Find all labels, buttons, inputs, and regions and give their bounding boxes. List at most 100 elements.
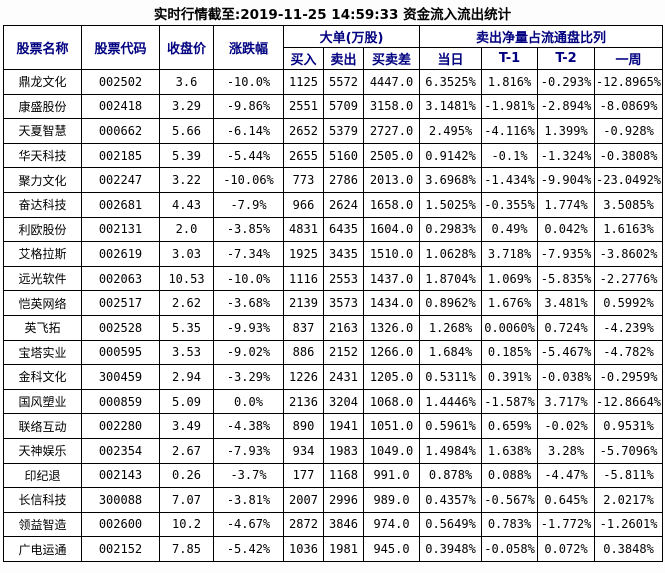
- day-ratio-cell: 1.5025%: [419, 191, 483, 218]
- stock-name-cell[interactable]: 康盛股份: [3, 93, 82, 120]
- day-ratio-cell: 0.5311%: [419, 364, 483, 390]
- week-ratio-cell: -8.0869%: [594, 93, 664, 120]
- stock-name-cell[interactable]: 奋达科技: [3, 191, 82, 218]
- week-ratio-cell: -0.928%: [594, 118, 664, 144]
- stock-code-cell[interactable]: 002247: [81, 167, 160, 193]
- close-price-cell: 3.49: [159, 413, 214, 439]
- buy-sell-diff-cell: 1068.0: [362, 388, 421, 415]
- table-row: 艾格拉斯 002619 3.03 -7.34% 1925 3435 1510.0 1.0628…: [3, 241, 664, 267]
- stock-name-cell[interactable]: 广电运通: [3, 536, 82, 562]
- stock-name-cell[interactable]: 聚力文化: [3, 167, 82, 193]
- stock-code-cell[interactable]: 002418: [81, 93, 160, 120]
- stock-code-cell[interactable]: 002502: [81, 69, 160, 95]
- change-pct-cell: -4.67%: [213, 511, 284, 538]
- change-pct-cell: -9.86%: [213, 93, 284, 120]
- table-row: 英飞拓 002528 5.35 -9.93% 837 2163 1326.0 1.268% 0.…: [3, 314, 664, 341]
- stock-name-cell[interactable]: 印纪退: [3, 462, 82, 489]
- t1-ratio-cell: 1.816%: [481, 69, 539, 95]
- stock-name-cell[interactable]: 恺英网络: [3, 290, 82, 316]
- change-pct-cell: -10.06%: [213, 167, 284, 193]
- stock-code-cell[interactable]: 002143: [81, 462, 160, 489]
- close-price-cell: 5.09: [159, 388, 214, 415]
- sell-cell: 5709: [323, 93, 364, 120]
- stock-name-cell[interactable]: 长信科技: [3, 487, 82, 513]
- stock-code-cell[interactable]: 000595: [81, 339, 160, 366]
- stock-name-cell[interactable]: 国风塑业: [3, 388, 82, 415]
- day-ratio-cell: 3.1481%: [419, 93, 483, 120]
- stock-name-cell[interactable]: 利欧股份: [3, 216, 82, 243]
- day-ratio-cell: 2.495%: [419, 118, 483, 144]
- header-t1: T-1: [481, 47, 539, 70]
- t2-ratio-cell: 0.724%: [537, 314, 596, 341]
- stock-name-cell[interactable]: 金科文化: [3, 364, 82, 390]
- stock-name-cell[interactable]: 天夏智慧: [3, 118, 82, 144]
- t2-ratio-cell: -4.47%: [537, 462, 596, 489]
- buy-sell-diff-cell: 1326.0: [362, 314, 421, 341]
- close-price-cell: 5.35: [159, 314, 214, 341]
- buy-cell: 2652: [283, 118, 324, 144]
- week-ratio-cell: 0.3848%: [594, 536, 664, 562]
- stock-code-cell[interactable]: 002619: [81, 241, 160, 267]
- buy-cell: 1925: [283, 241, 324, 267]
- sell-cell: 2163: [323, 314, 364, 341]
- buy-sell-diff-cell: 2727.0: [362, 118, 421, 144]
- table-row: 广电运通 002152 7.85 -5.42% 1036 1981 945.0 0.3948%…: [3, 536, 664, 562]
- close-price-cell: 5.39: [159, 142, 214, 169]
- stock-name-cell[interactable]: 宝塔实业: [3, 339, 82, 366]
- stock-name-cell[interactable]: 联络互动: [3, 413, 82, 439]
- stock-code-cell[interactable]: 002152: [81, 536, 160, 562]
- stock-code-cell[interactable]: 002280: [81, 413, 160, 439]
- sell-cell: 3573: [323, 290, 364, 316]
- t2-ratio-cell: 3.28%: [537, 437, 596, 464]
- stock-name-cell[interactable]: 远光软件: [3, 265, 82, 292]
- day-ratio-cell: 0.3948%: [419, 536, 483, 562]
- sell-cell: 3846: [323, 511, 364, 538]
- buy-sell-diff-cell: 4447.0: [362, 69, 421, 95]
- stock-name-cell[interactable]: 领益智造: [3, 511, 82, 538]
- t2-ratio-cell: -0.293%: [537, 69, 596, 95]
- change-pct-cell: -5.42%: [213, 536, 284, 562]
- day-ratio-cell: 0.4357%: [419, 487, 483, 513]
- close-price-cell: 2.0: [159, 216, 214, 243]
- stock-name-cell[interactable]: 天神娱乐: [3, 437, 82, 464]
- stock-name-cell[interactable]: 华天科技: [3, 142, 82, 169]
- buy-sell-diff-cell: 945.0: [362, 536, 421, 562]
- stock-code-cell[interactable]: 002517: [81, 290, 160, 316]
- table-row: 天夏智慧 000662 5.66 -6.14% 2652 5379 2727.0 2.495%…: [3, 118, 664, 144]
- stock-code-cell[interactable]: 002681: [81, 191, 160, 218]
- buy-sell-diff-cell: 1051.0: [362, 413, 421, 439]
- close-price-cell: 3.22: [159, 167, 214, 193]
- stock-code-cell[interactable]: 000662: [81, 118, 160, 144]
- stock-code-cell[interactable]: 002600: [81, 511, 160, 538]
- buy-sell-diff-cell: 989.0: [362, 487, 421, 513]
- buy-sell-diff-cell: 1658.0: [362, 191, 421, 218]
- stock-name-cell[interactable]: 鼎龙文化: [3, 69, 82, 95]
- stock-code-cell[interactable]: 002354: [81, 437, 160, 464]
- t2-ratio-cell: -1.772%: [537, 511, 596, 538]
- change-pct-cell: -3.7%: [213, 462, 284, 489]
- week-ratio-cell: 0.9531%: [594, 413, 664, 439]
- t2-ratio-cell: -2.894%: [537, 93, 596, 120]
- buy-sell-diff-cell: 2505.0: [362, 142, 421, 169]
- week-ratio-cell: -0.3808%: [594, 142, 664, 169]
- header-net-sell-ratio-group: 卖出净量占流通盘比列: [419, 25, 664, 48]
- buy-cell: 2007: [283, 487, 324, 513]
- stock-code-cell[interactable]: 002528: [81, 314, 160, 341]
- header-t2: T-2: [537, 47, 596, 70]
- stock-code-cell[interactable]: 002131: [81, 216, 160, 243]
- sell-cell: 3204: [323, 388, 364, 415]
- stock-code-cell[interactable]: 300459: [81, 364, 160, 390]
- sell-cell: 5379: [323, 118, 364, 144]
- stock-code-cell[interactable]: 002185: [81, 142, 160, 169]
- t2-ratio-cell: 1.774%: [537, 191, 596, 218]
- stock-code-cell[interactable]: 002063: [81, 265, 160, 292]
- stock-name-cell[interactable]: 艾格拉斯: [3, 241, 82, 267]
- buy-cell: 890: [283, 413, 324, 439]
- table-row: 鼎龙文化 002502 3.6 -10.0% 1125 5572 4447.0 6.3525%…: [3, 69, 664, 95]
- stock-name-cell[interactable]: 英飞拓: [3, 314, 82, 341]
- stock-code-cell[interactable]: 300088: [81, 487, 160, 513]
- table-row: 宝塔实业 000595 3.53 -9.02% 886 2152 1266.0 1.684% 0…: [3, 339, 664, 366]
- header-day: 当日: [419, 47, 483, 70]
- t2-ratio-cell: 1.399%: [537, 118, 596, 144]
- stock-code-cell[interactable]: 000859: [81, 388, 160, 415]
